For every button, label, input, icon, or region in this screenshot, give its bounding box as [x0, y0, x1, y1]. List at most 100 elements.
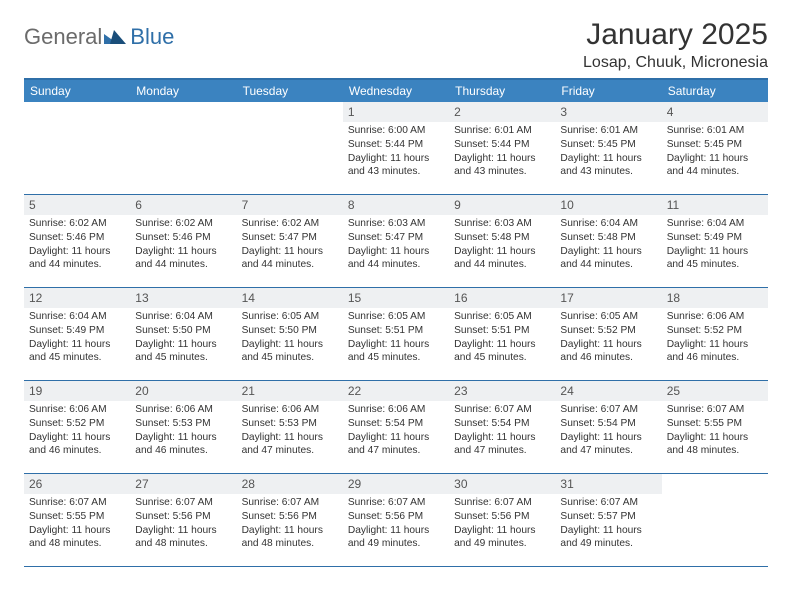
day-body: Sunrise: 6:04 AMSunset: 5:49 PMDaylight:… — [662, 215, 768, 276]
sunrise-text: Sunrise: 6:07 AM — [135, 496, 231, 510]
sunset-text: Sunset: 5:49 PM — [667, 231, 763, 245]
page-header: General Blue January 2025 Losap, Chuuk, … — [24, 18, 768, 72]
day-number: 28 — [237, 474, 343, 494]
day-body: Sunrise: 6:07 AMSunset: 5:54 PMDaylight:… — [449, 401, 555, 462]
daylight-text: Daylight: 11 hours and 45 minutes. — [454, 338, 550, 366]
day-number: 25 — [662, 381, 768, 401]
sunset-text: Sunset: 5:54 PM — [560, 417, 656, 431]
day-cell: 19Sunrise: 6:06 AMSunset: 5:52 PMDayligh… — [24, 381, 130, 473]
sunset-text: Sunset: 5:44 PM — [454, 138, 550, 152]
sunrise-text: Sunrise: 6:04 AM — [560, 217, 656, 231]
day-cell: 16Sunrise: 6:05 AMSunset: 5:51 PMDayligh… — [449, 288, 555, 380]
sunrise-text: Sunrise: 6:07 AM — [454, 403, 550, 417]
day-body: Sunrise: 6:07 AMSunset: 5:56 PMDaylight:… — [449, 494, 555, 555]
day-cell: 15Sunrise: 6:05 AMSunset: 5:51 PMDayligh… — [343, 288, 449, 380]
day-cell: 14Sunrise: 6:05 AMSunset: 5:50 PMDayligh… — [237, 288, 343, 380]
daylight-text: Daylight: 11 hours and 44 minutes. — [560, 245, 656, 273]
day-number: 1 — [343, 102, 449, 122]
sunrise-text: Sunrise: 6:03 AM — [454, 217, 550, 231]
sunset-text: Sunset: 5:48 PM — [454, 231, 550, 245]
daylight-text: Daylight: 11 hours and 47 minutes. — [242, 431, 338, 459]
sunset-text: Sunset: 5:52 PM — [29, 417, 125, 431]
dow-header: Monday — [130, 80, 236, 102]
sunrise-text: Sunrise: 6:06 AM — [667, 310, 763, 324]
day-cell: 26Sunrise: 6:07 AMSunset: 5:55 PMDayligh… — [24, 474, 130, 566]
sunrise-text: Sunrise: 6:06 AM — [29, 403, 125, 417]
day-cell: 17Sunrise: 6:05 AMSunset: 5:52 PMDayligh… — [555, 288, 661, 380]
day-cell: 9Sunrise: 6:03 AMSunset: 5:48 PMDaylight… — [449, 195, 555, 287]
sunrise-text: Sunrise: 6:05 AM — [348, 310, 444, 324]
day-body: Sunrise: 6:00 AMSunset: 5:44 PMDaylight:… — [343, 122, 449, 183]
daylight-text: Daylight: 11 hours and 49 minutes. — [348, 524, 444, 552]
daylight-text: Daylight: 11 hours and 44 minutes. — [667, 152, 763, 180]
day-body: Sunrise: 6:07 AMSunset: 5:55 PMDaylight:… — [24, 494, 130, 555]
sunrise-text: Sunrise: 6:07 AM — [348, 496, 444, 510]
daylight-text: Daylight: 11 hours and 44 minutes. — [348, 245, 444, 273]
dow-header: Tuesday — [237, 80, 343, 102]
sunrise-text: Sunrise: 6:01 AM — [454, 124, 550, 138]
daylight-text: Daylight: 11 hours and 46 minutes. — [667, 338, 763, 366]
day-cell: 3Sunrise: 6:01 AMSunset: 5:45 PMDaylight… — [555, 102, 661, 194]
day-cell: 20Sunrise: 6:06 AMSunset: 5:53 PMDayligh… — [130, 381, 236, 473]
daylight-text: Daylight: 11 hours and 48 minutes. — [29, 524, 125, 552]
week-row: 1Sunrise: 6:00 AMSunset: 5:44 PMDaylight… — [24, 102, 768, 195]
daylight-text: Daylight: 11 hours and 43 minutes. — [454, 152, 550, 180]
day-cell: 25Sunrise: 6:07 AMSunset: 5:55 PMDayligh… — [662, 381, 768, 473]
day-body: Sunrise: 6:07 AMSunset: 5:56 PMDaylight:… — [343, 494, 449, 555]
sunrise-text: Sunrise: 6:02 AM — [242, 217, 338, 231]
day-number: 20 — [130, 381, 236, 401]
day-number: 18 — [662, 288, 768, 308]
brand-mark-icon — [104, 28, 126, 46]
sunset-text: Sunset: 5:47 PM — [242, 231, 338, 245]
sunset-text: Sunset: 5:50 PM — [242, 324, 338, 338]
day-body: Sunrise: 6:07 AMSunset: 5:57 PMDaylight:… — [555, 494, 661, 555]
daylight-text: Daylight: 11 hours and 45 minutes. — [242, 338, 338, 366]
day-cell: 6Sunrise: 6:02 AMSunset: 5:46 PMDaylight… — [130, 195, 236, 287]
day-body: Sunrise: 6:04 AMSunset: 5:50 PMDaylight:… — [130, 308, 236, 369]
daylight-text: Daylight: 11 hours and 43 minutes. — [560, 152, 656, 180]
daylight-text: Daylight: 11 hours and 44 minutes. — [242, 245, 338, 273]
location-label: Losap, Chuuk, Micronesia — [583, 54, 768, 72]
day-cell: 5Sunrise: 6:02 AMSunset: 5:46 PMDaylight… — [24, 195, 130, 287]
sunset-text: Sunset: 5:56 PM — [242, 510, 338, 524]
day-body: Sunrise: 6:06 AMSunset: 5:53 PMDaylight:… — [130, 401, 236, 462]
sunset-text: Sunset: 5:50 PM — [135, 324, 231, 338]
day-cell: 2Sunrise: 6:01 AMSunset: 5:44 PMDaylight… — [449, 102, 555, 194]
daylight-text: Daylight: 11 hours and 48 minutes. — [135, 524, 231, 552]
daylight-text: Daylight: 11 hours and 49 minutes. — [454, 524, 550, 552]
daylight-text: Daylight: 11 hours and 44 minutes. — [135, 245, 231, 273]
day-body: Sunrise: 6:06 AMSunset: 5:52 PMDaylight:… — [24, 401, 130, 462]
sunset-text: Sunset: 5:51 PM — [454, 324, 550, 338]
day-body: Sunrise: 6:01 AMSunset: 5:45 PMDaylight:… — [662, 122, 768, 183]
sunrise-text: Sunrise: 6:05 AM — [242, 310, 338, 324]
dow-header-row: SundayMondayTuesdayWednesdayThursdayFrid… — [24, 80, 768, 102]
sunset-text: Sunset: 5:47 PM — [348, 231, 444, 245]
sunset-text: Sunset: 5:55 PM — [29, 510, 125, 524]
calendar-grid: SundayMondayTuesdayWednesdayThursdayFrid… — [24, 78, 768, 567]
day-body: Sunrise: 6:04 AMSunset: 5:49 PMDaylight:… — [24, 308, 130, 369]
sunrise-text: Sunrise: 6:06 AM — [135, 403, 231, 417]
day-cell: 28Sunrise: 6:07 AMSunset: 5:56 PMDayligh… — [237, 474, 343, 566]
day-number: 9 — [449, 195, 555, 215]
day-body: Sunrise: 6:05 AMSunset: 5:51 PMDaylight:… — [343, 308, 449, 369]
sunset-text: Sunset: 5:56 PM — [454, 510, 550, 524]
dow-header: Saturday — [662, 80, 768, 102]
sunrise-text: Sunrise: 6:07 AM — [242, 496, 338, 510]
sunrise-text: Sunrise: 6:07 AM — [29, 496, 125, 510]
calendar-page: General Blue January 2025 Losap, Chuuk, … — [0, 0, 792, 585]
sunset-text: Sunset: 5:51 PM — [348, 324, 444, 338]
day-body: Sunrise: 6:02 AMSunset: 5:47 PMDaylight:… — [237, 215, 343, 276]
day-cell: 13Sunrise: 6:04 AMSunset: 5:50 PMDayligh… — [130, 288, 236, 380]
sunset-text: Sunset: 5:57 PM — [560, 510, 656, 524]
daylight-text: Daylight: 11 hours and 47 minutes. — [454, 431, 550, 459]
day-number: 24 — [555, 381, 661, 401]
sunset-text: Sunset: 5:46 PM — [135, 231, 231, 245]
sunset-text: Sunset: 5:44 PM — [348, 138, 444, 152]
day-body: Sunrise: 6:05 AMSunset: 5:50 PMDaylight:… — [237, 308, 343, 369]
day-cell: 1Sunrise: 6:00 AMSunset: 5:44 PMDaylight… — [343, 102, 449, 194]
brand-text-2: Blue — [130, 24, 174, 50]
daylight-text: Daylight: 11 hours and 45 minutes. — [348, 338, 444, 366]
sunrise-text: Sunrise: 6:04 AM — [135, 310, 231, 324]
sunrise-text: Sunrise: 6:02 AM — [29, 217, 125, 231]
daylight-text: Daylight: 11 hours and 47 minutes. — [560, 431, 656, 459]
